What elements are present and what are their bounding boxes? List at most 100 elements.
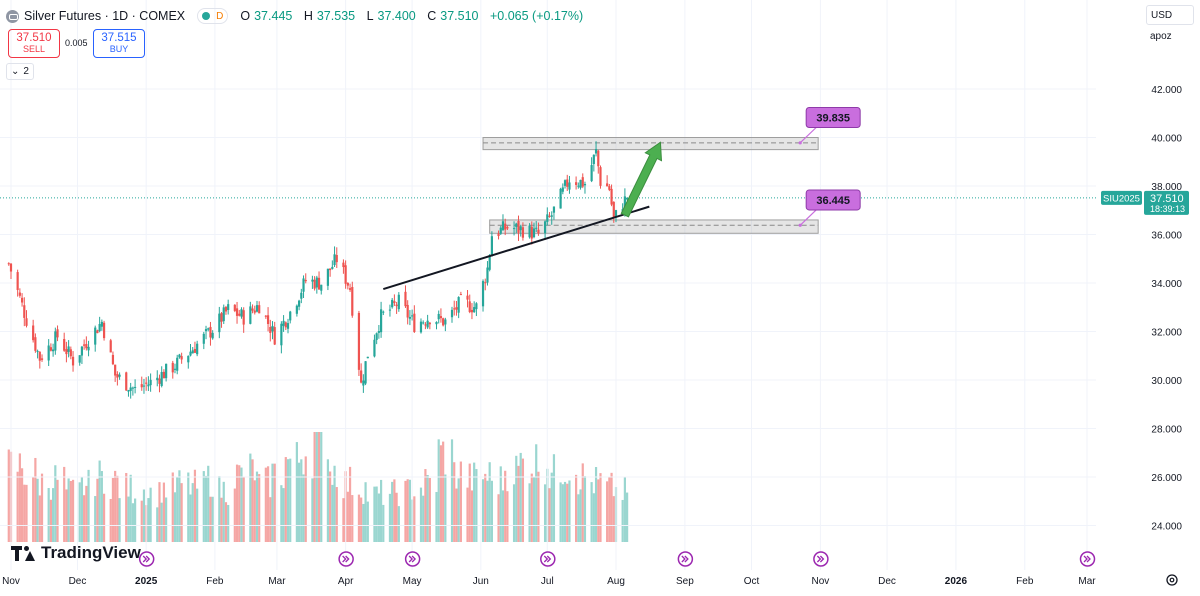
volume-bar	[109, 498, 112, 542]
candle	[590, 157, 593, 183]
volume-bar	[98, 460, 101, 542]
volume-bar	[626, 492, 629, 542]
buy-button[interactable]: 37.515 BUY	[93, 29, 145, 58]
candle	[69, 346, 72, 360]
scale-mode-button[interactable]: apoz	[1150, 30, 1172, 42]
volume-bar	[590, 482, 593, 542]
volume-bar	[189, 494, 192, 542]
candle-body	[329, 268, 332, 271]
volume-bar	[397, 506, 400, 542]
candle-body	[233, 304, 236, 311]
candle-body	[568, 182, 571, 190]
candle	[142, 378, 146, 394]
candle	[351, 281, 354, 318]
candle	[47, 339, 50, 367]
candle-body	[579, 179, 582, 188]
candle	[264, 314, 267, 319]
candle-body	[313, 279, 316, 289]
o-label: O	[240, 9, 251, 23]
candle	[266, 307, 270, 332]
candle-body	[242, 310, 245, 325]
volume-bar	[142, 489, 146, 542]
candle	[295, 304, 298, 317]
candle	[444, 317, 447, 332]
candle-body	[610, 188, 613, 205]
zone-label-box	[805, 189, 861, 211]
candle-body	[331, 266, 334, 269]
candle-body	[207, 328, 210, 330]
candle	[140, 376, 143, 391]
volume-bar	[517, 465, 520, 542]
indicators-toggle[interactable]: ⌄ 2	[6, 63, 34, 80]
candle-body	[125, 372, 128, 391]
volume-bar	[484, 473, 487, 542]
candle-body	[178, 354, 181, 358]
volume-bar	[165, 497, 168, 542]
candle	[193, 341, 197, 354]
volume-bar	[25, 484, 28, 542]
volume-bar	[52, 488, 55, 542]
volume-bar	[162, 482, 166, 542]
event-marker-icon	[404, 551, 421, 567]
candle-body	[109, 340, 112, 353]
price-tick-label: 40.000	[1151, 134, 1182, 145]
candle-body	[286, 323, 290, 329]
candle	[165, 363, 168, 382]
symbol-title[interactable]: Silver Futures · 1D · COMEX	[24, 9, 186, 23]
candle	[176, 354, 179, 375]
candle	[127, 389, 130, 397]
candle	[455, 301, 458, 316]
volume-bar	[481, 479, 485, 542]
candle	[382, 310, 385, 316]
candle-body	[249, 306, 252, 324]
volume-bar	[191, 483, 194, 542]
volume-bar	[16, 471, 19, 542]
candle-body	[111, 354, 115, 365]
time-tick-label: Jul	[541, 576, 554, 587]
candle	[413, 305, 416, 333]
candle	[404, 285, 407, 308]
candle	[408, 310, 412, 326]
candle-body	[597, 150, 600, 167]
candle	[258, 301, 261, 314]
volume-bar	[94, 496, 97, 542]
volume-bar	[579, 489, 582, 542]
price-tick-label: 42.000	[1151, 85, 1182, 96]
candle	[397, 292, 400, 312]
currency-select[interactable]: USD	[1146, 5, 1194, 25]
candle	[242, 307, 245, 333]
sell-button[interactable]: 37.510 SELL	[8, 29, 60, 58]
volume-bar	[606, 481, 609, 542]
event-marker-icon	[338, 551, 354, 567]
volume-bar	[563, 481, 567, 542]
market-status[interactable]: D	[197, 8, 229, 24]
volume-bars	[7, 432, 629, 542]
candle	[530, 221, 533, 245]
volume-bar	[473, 462, 476, 542]
candle	[428, 321, 431, 330]
candle-body	[269, 326, 272, 333]
candle	[442, 317, 445, 327]
candle	[608, 184, 611, 192]
candle-body	[406, 304, 409, 318]
candle-body	[470, 309, 474, 313]
candle	[9, 263, 13, 279]
volume-bar	[193, 469, 197, 542]
candle-body	[131, 387, 134, 389]
candle-body	[428, 322, 431, 325]
volume-bar	[335, 487, 338, 542]
candle-body	[550, 215, 553, 217]
time-axis: Nov Dec 2025 Feb Mar Apr May Jun Jul Aug Sep Oct Nov…	[2, 574, 1178, 587]
candle	[499, 225, 502, 235]
volume-bar	[18, 453, 21, 542]
volume-bar	[568, 480, 571, 542]
volume-bar	[297, 462, 301, 542]
candle-body	[251, 308, 254, 311]
volume-bar	[612, 496, 615, 542]
candle	[52, 343, 55, 357]
candle-body	[7, 263, 10, 265]
volume-bar	[282, 488, 285, 542]
candle	[468, 294, 471, 314]
candle	[71, 351, 75, 372]
